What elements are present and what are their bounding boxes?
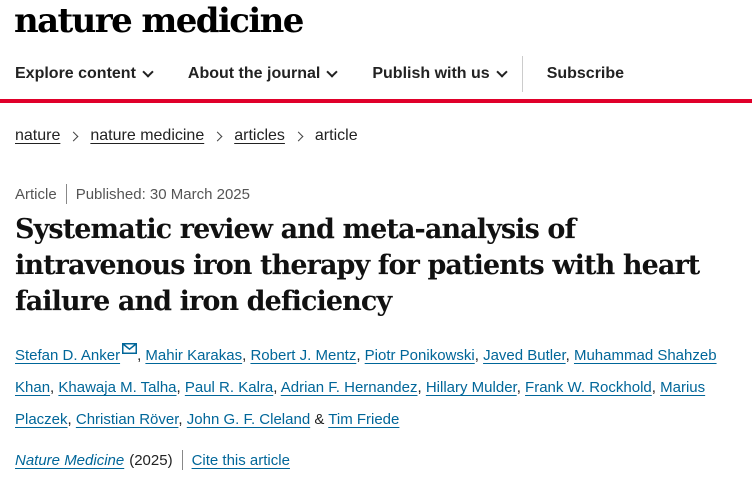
- chevron-right-icon: [212, 131, 223, 141]
- chevron-right-icon: [293, 131, 304, 141]
- author-link[interactable]: Tim Friede: [328, 411, 400, 428]
- citation-line: Nature Medicine (2025) Cite this article: [15, 450, 290, 470]
- article-meta: Article Published: 30 March 2025: [15, 184, 250, 204]
- breadcrumb-articles[interactable]: articles: [234, 127, 285, 144]
- breadcrumb-nature[interactable]: nature: [15, 127, 61, 144]
- meta-divider: [65, 184, 67, 204]
- author-link[interactable]: Paul R. Kalra: [184, 379, 274, 396]
- author-link[interactable]: Christian Röver: [75, 411, 179, 428]
- publication-year: (2025): [129, 451, 173, 469]
- chevron-down-icon: [496, 65, 508, 78]
- author-link[interactable]: Marius Placzek: [15, 379, 706, 428]
- author-link[interactable]: Muhammad Shahzeb Khan: [15, 347, 717, 396]
- chevron-down-icon: [142, 65, 154, 78]
- site-header: nature medicine: [14, 1, 304, 41]
- chevron-down-icon: [326, 65, 339, 78]
- breadcrumb-nature-medicine[interactable]: nature medicine: [90, 127, 205, 144]
- nav-publish-with-us[interactable]: Publish with us: [358, 52, 508, 96]
- author-link[interactable]: Robert J. Mentz: [250, 347, 357, 364]
- nature-medicine-logo[interactable]: nature medicine: [14, 1, 304, 41]
- chevron-right-icon: [68, 131, 79, 141]
- nav-divider: [521, 56, 523, 92]
- citation-divider: [181, 450, 183, 470]
- author-link[interactable]: Frank W. Rockhold: [525, 379, 652, 396]
- author-link[interactable]: Javed Butler: [483, 347, 566, 364]
- nav-about-the-journal-label: About the journal: [187, 65, 321, 82]
- breadcrumb: nature nature medicine articles article: [15, 127, 358, 145]
- author-link[interactable]: Khawaja M. Talha: [58, 379, 177, 396]
- breadcrumb-current: article: [314, 127, 358, 144]
- header-accent-bar: [0, 99, 752, 103]
- author-link[interactable]: Piotr Ponikowski: [364, 347, 475, 364]
- main-nav: Explore content About the journal Publis…: [0, 52, 752, 96]
- article-type: Article: [15, 185, 57, 203]
- nav-about-the-journal[interactable]: About the journal: [174, 52, 339, 96]
- article-title: Systematic review and meta-analysis of i…: [15, 214, 700, 317]
- nav-publish-with-us-label: Publish with us: [372, 65, 490, 82]
- nav-explore-content-label: Explore content: [15, 65, 136, 82]
- cite-this-article-link[interactable]: Cite this article: [191, 451, 290, 469]
- author-link[interactable]: Stefan D. Anker: [15, 347, 121, 364]
- author-list: Stefan D. Anker, Mahir Karakas, Robert J…: [15, 340, 745, 436]
- mail-icon[interactable]: [122, 343, 138, 354]
- author-link[interactable]: Adrian F. Hernandez: [280, 379, 418, 396]
- author-link[interactable]: John G. F. Cleland: [186, 411, 311, 428]
- journal-link[interactable]: Nature Medicine: [15, 451, 125, 469]
- subscribe-link[interactable]: Subscribe: [546, 65, 625, 82]
- author-link[interactable]: Hillary Mulder: [425, 379, 517, 396]
- nav-explore-content[interactable]: Explore content: [0, 52, 154, 96]
- published-date: Published: 30 March 2025: [75, 185, 250, 203]
- author-link[interactable]: Mahir Karakas: [145, 347, 243, 364]
